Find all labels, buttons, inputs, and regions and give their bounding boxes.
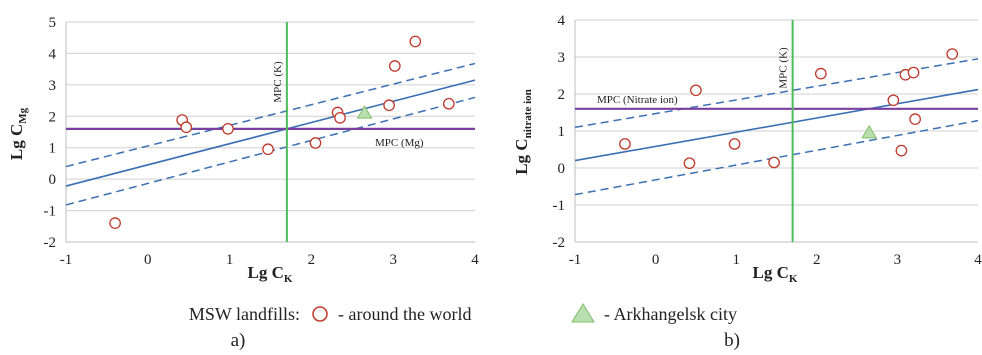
mpc-horizontal-label: MPC (Nitrate ion) [597,94,678,106]
y-tick-label: 1 [49,141,57,157]
x-tick-label: 1 [732,252,740,268]
y-tick-label: -1 [44,204,57,220]
mpc-horizontal-label: MPC (Mg) [375,137,424,149]
data-point-world [895,144,908,157]
x-tick-label: 3 [894,252,902,268]
data-point-world [768,156,780,169]
legend: MSW landfills: - around the world - Arkhan… [189,303,737,324]
x-tick-label: 3 [389,252,397,268]
y-tick-label: 3 [49,78,57,94]
y-tick-label: 5 [49,15,57,31]
y-tick-label: 0 [558,161,566,177]
x-axis-label: Lg CK [753,263,798,285]
data-point-world [222,123,234,135]
legend-arkhangelsk-marker [571,303,595,323]
y-axis-label: Lg CMg [7,107,29,160]
data-point-world [690,84,702,97]
ci-lower-line [574,119,979,196]
data-point-arkhangelsk [356,105,373,119]
mpc-vertical-label: MPC (K) [272,61,284,103]
legend-arkhangelsk-label: - Arkhangelsk city [604,304,737,324]
y-tick-label: 4 [558,13,566,29]
legend-world-marker [312,306,328,322]
mpc-vertical-label: MPC (K) [778,47,790,89]
x-tick-label: -1 [569,252,582,268]
regression-line [574,88,979,162]
y-tick-label: -2 [44,235,57,251]
panel-label: b) [724,330,740,351]
data-point-world [383,99,395,112]
data-point-world [388,60,401,72]
data-point-world [309,137,322,149]
data-point-world [442,97,455,110]
x-tick-label: 0 [652,252,660,268]
y-tick-label: 1 [558,124,566,140]
data-point-world [619,138,631,150]
data-point-world [180,121,193,134]
y-tick-label: 2 [558,87,566,103]
data-point-arkhangelsk [861,124,878,139]
data-point-world [334,112,346,124]
regression-line [65,79,476,187]
y-axis-label: Lg Cnitrate ion [512,89,534,175]
legend-title: MSW landfills: [189,304,300,324]
data-point-world [907,66,920,79]
x-tick-label: 4 [974,252,982,268]
y-tick-label: 0 [49,172,57,188]
data-point-world [409,35,422,48]
data-point-world [683,157,696,170]
data-point-world [909,113,921,126]
x-tick-label: 1 [226,252,234,268]
y-tick-label: 3 [558,50,566,66]
y-tick-label: -2 [553,235,566,251]
data-point-world [814,67,827,80]
data-point-world [262,143,274,156]
y-tick-label: 4 [49,46,57,62]
x-tick-label: 2 [813,252,821,268]
x-tick-label: 2 [308,252,316,268]
data-point-world [728,138,741,150]
x-axis-label: Lg CK [248,263,293,285]
y-tick-label: -1 [553,198,566,214]
y-tick-label: 2 [49,109,57,125]
data-point-world [109,217,121,229]
x-tick-label: 0 [144,252,152,268]
x-tick-label: -1 [60,252,73,268]
data-point-world [946,48,959,60]
legend-world-label: - around the world [338,304,471,324]
panel-label: a) [231,330,246,351]
data-point-world [887,94,900,107]
x-tick-label: 4 [471,252,479,268]
ci-upper-line [65,62,476,168]
